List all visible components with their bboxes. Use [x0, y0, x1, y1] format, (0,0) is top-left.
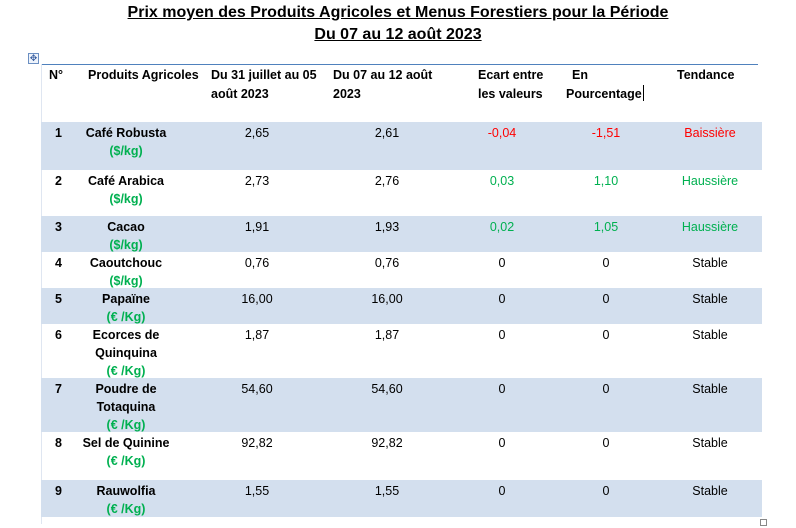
row-number: 9	[55, 484, 62, 498]
product-name: Café Robusta	[85, 126, 167, 140]
product-unit: ($/kg)	[109, 274, 143, 288]
value-trend: Stable	[692, 328, 728, 342]
value-trend: Stable	[692, 256, 728, 270]
row-number: 2	[55, 174, 62, 188]
header-pct-line2: Pourcentage	[566, 87, 642, 101]
table-header-border	[41, 64, 758, 65]
product-unit: (€ /Kg)	[106, 418, 146, 432]
product-name: Cacao	[107, 220, 145, 234]
product-name: Poudre de	[95, 382, 157, 396]
value-trend: Stable	[692, 292, 728, 306]
product-unit: (€ /Kg)	[106, 502, 146, 516]
row-number: 5	[55, 292, 62, 306]
value-pct: 0	[602, 484, 610, 498]
product-name: Café Arabica	[88, 174, 164, 188]
product-unit: (€ /Kg)	[106, 310, 146, 324]
header-num: N°	[49, 68, 64, 82]
value-period2: 2,61	[374, 126, 400, 140]
value-period1: 2,73	[244, 174, 270, 188]
value-trend: Baissière	[684, 126, 736, 140]
table-row-band	[41, 288, 762, 324]
product-name: Sel de Quinine	[82, 436, 170, 450]
row-number: 4	[55, 256, 62, 270]
value-period2: 1,93	[374, 220, 400, 234]
table-row-band	[41, 122, 762, 170]
header-period1-line1: Du 31 juillet au 05	[211, 68, 317, 82]
value-period1: 0,76	[244, 256, 270, 270]
product-name: Quinquina	[95, 346, 157, 360]
product-unit: (€ /Kg)	[106, 364, 146, 378]
value-pct: 1,05	[593, 220, 619, 234]
product-name: Papaïne	[102, 292, 150, 306]
value-ecart: 0	[498, 328, 506, 342]
value-trend: Haussière	[681, 220, 739, 234]
value-ecart: 0	[498, 436, 506, 450]
value-ecart: 0	[498, 382, 506, 396]
value-ecart: 0	[498, 256, 506, 270]
value-period1: 1,55	[244, 484, 270, 498]
product-name: Caoutchouc	[89, 256, 163, 270]
product-unit: ($/kg)	[109, 192, 143, 206]
header-ecart-line1: Ecart entre	[478, 68, 544, 82]
value-period1: 1,91	[244, 220, 270, 234]
text-cursor	[643, 85, 644, 101]
product-name: Ecorces de	[92, 328, 160, 342]
value-period2: 1,87	[374, 328, 400, 342]
product-name: Totaquina	[96, 400, 156, 414]
header-ecart-line2: les valeurs	[478, 87, 543, 101]
header-trend: Tendance	[677, 68, 735, 82]
product-name: Rauwolfia	[96, 484, 156, 498]
value-ecart: 0	[498, 292, 506, 306]
header-period2-line1: Du 07 au 12 août	[333, 68, 433, 82]
product-unit: (€ /Kg)	[106, 454, 146, 468]
row-number: 7	[55, 382, 62, 396]
value-pct: 0	[602, 256, 610, 270]
value-trend: Stable	[692, 484, 728, 498]
value-trend: Stable	[692, 382, 728, 396]
value-period1: 54,60	[241, 382, 273, 396]
value-period1: 1,87	[244, 328, 270, 342]
value-trend: Haussière	[681, 174, 739, 188]
table-row-band	[41, 216, 762, 252]
value-period2: 16,00	[371, 292, 403, 306]
value-period2: 92,82	[371, 436, 403, 450]
table-row-band	[41, 378, 762, 432]
value-period1: 16,00	[241, 292, 273, 306]
value-pct: 0	[602, 382, 610, 396]
row-number: 3	[55, 220, 62, 234]
value-period1: 92,82	[241, 436, 273, 450]
value-pct: 0	[602, 328, 610, 342]
value-ecart: -0,04	[487, 126, 517, 140]
value-pct: -1,51	[591, 126, 621, 140]
header-period1-line2: août 2023	[211, 87, 269, 101]
header-pct-line1: En	[572, 68, 588, 82]
row-number: 6	[55, 328, 62, 342]
value-pct: 0	[602, 436, 610, 450]
product-unit: ($/kg)	[109, 144, 143, 158]
value-pct: 1,10	[593, 174, 619, 188]
value-trend: Stable	[692, 436, 728, 450]
value-pct: 0	[602, 292, 610, 306]
value-period1: 2,65	[244, 126, 270, 140]
product-unit: ($/kg)	[109, 238, 143, 252]
value-ecart: 0	[498, 484, 506, 498]
header-product: Produits Agricoles	[88, 68, 199, 82]
value-period2: 54,60	[371, 382, 403, 396]
table-resize-handle[interactable]	[760, 519, 767, 526]
value-period2: 1,55	[374, 484, 400, 498]
table-move-handle-icon[interactable]: ✥	[28, 53, 39, 64]
document-title: Prix moyen des Produits Agricoles et Men…	[127, 4, 669, 21]
header-period2-line2: 2023	[333, 87, 361, 101]
value-period2: 2,76	[374, 174, 400, 188]
row-number: 8	[55, 436, 62, 450]
value-ecart: 0,03	[489, 174, 515, 188]
value-ecart: 0,02	[489, 220, 515, 234]
document-subtitle: Du 07 au 12 août 2023	[314, 26, 482, 43]
table-row-band	[41, 480, 762, 517]
row-number: 1	[55, 126, 62, 140]
value-period2: 0,76	[374, 256, 400, 270]
